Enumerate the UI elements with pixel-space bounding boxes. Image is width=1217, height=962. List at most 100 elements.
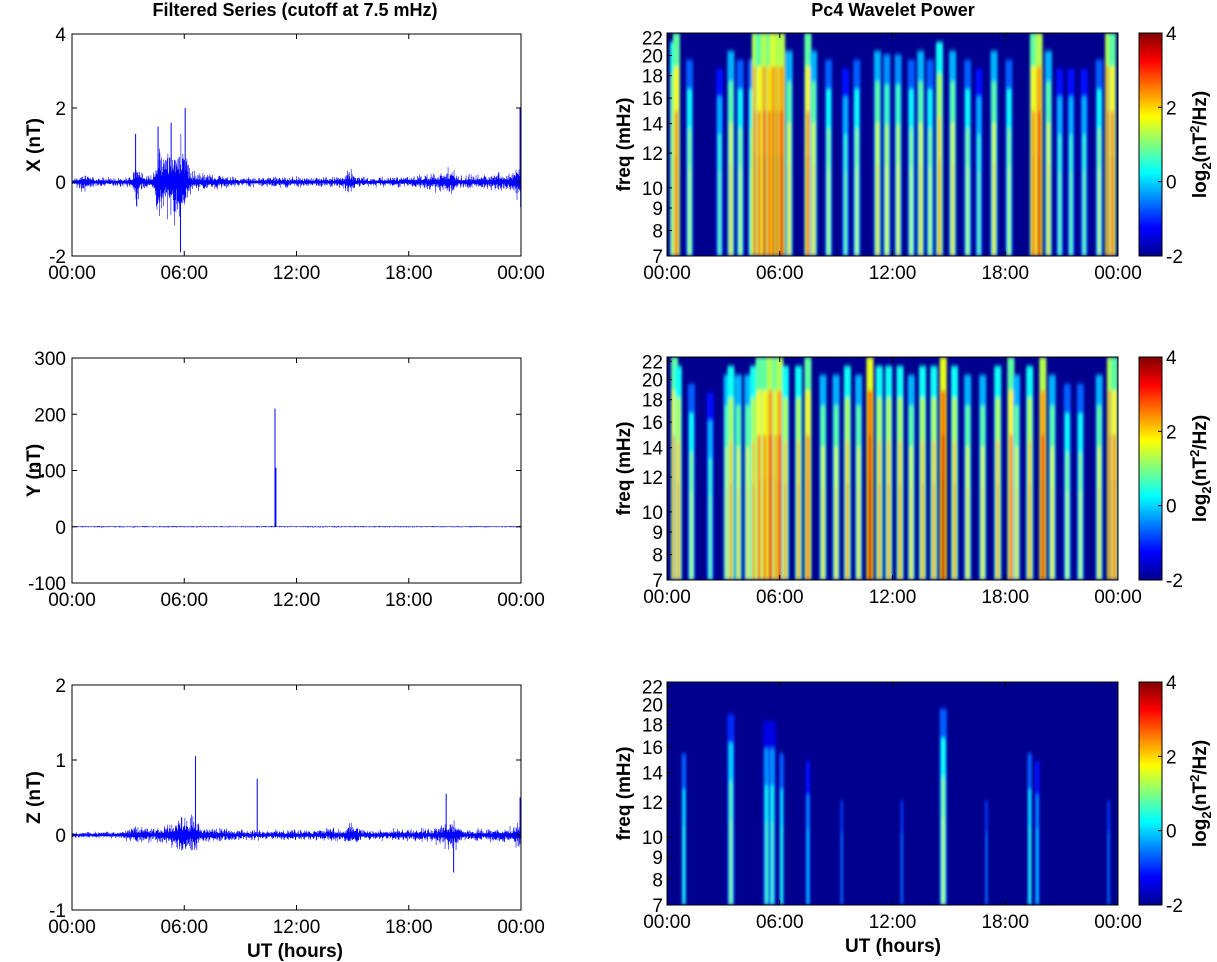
x-tick-label: 00:00 [1094, 587, 1142, 608]
y-tick-label: 22 [642, 677, 663, 698]
x-tick-label: 00:00 [48, 263, 96, 284]
x-tick-label: 00:00 [1094, 912, 1142, 933]
power-burst [841, 832, 843, 905]
power-burst [730, 483, 732, 580]
colorbar-label: log2(nT2/Hz) [1187, 740, 1214, 847]
y-tick-label: 100 [34, 462, 66, 483]
colorbar [1138, 681, 1163, 906]
heatmap-cells [671, 357, 1118, 580]
x-tick-label: 18:00 [981, 912, 1029, 933]
power-burst [1083, 171, 1085, 256]
power-burst [758, 155, 760, 256]
heatmap-cells [670, 33, 1116, 256]
power-burst [769, 479, 772, 580]
power-burst [997, 483, 999, 580]
power-burst [938, 159, 941, 256]
y-tick-label: 0 [55, 173, 66, 194]
y-tick-label: 7 [652, 247, 663, 268]
y-tick-label: 14 [642, 115, 664, 136]
y-axis-label: freq (mHz) [614, 422, 635, 516]
plot-background [72, 685, 521, 910]
power-burst [1098, 167, 1100, 256]
power-burst [827, 167, 830, 256]
x-tick-label: 00:00 [497, 590, 545, 611]
x-tick-label: 12:00 [273, 917, 321, 938]
x-tick-label: 18:00 [981, 587, 1029, 608]
power-burst [1010, 479, 1012, 580]
x-tick-label: 00:00 [497, 263, 545, 284]
power-burst [897, 165, 899, 256]
power-burst [1066, 491, 1068, 580]
x-tick-label: 00:00 [643, 912, 691, 933]
power-burst [953, 483, 956, 580]
y-axis-label: Z (nT) [24, 771, 45, 824]
power-burst [758, 479, 760, 580]
y-tick-label: 10 [642, 179, 663, 200]
y-axis-label: freq (mHz) [614, 98, 635, 192]
power-burst [878, 483, 881, 580]
x-axis-label-left: UT (hours) [247, 941, 343, 962]
power-burst [1070, 171, 1072, 256]
y-tick-label: 20 [642, 695, 663, 716]
power-burst [807, 828, 809, 905]
colorbar-tick-label: 2 [1166, 422, 1177, 443]
x-tick-label: 18:00 [385, 263, 433, 284]
x-tick-label: 06:00 [756, 263, 804, 284]
colorbar-tick-label: 0 [1166, 173, 1177, 194]
power-burst [886, 165, 888, 256]
x-component-plot: -2 0 2 4 00:00 06:00 12:00 18:00 00:00 X (nT) [24, 25, 545, 284]
power-burst [771, 822, 773, 905]
y-tick-label: -1 [49, 901, 66, 922]
power-burst [1059, 171, 1061, 256]
x-tick-label: 00:00 [1094, 263, 1142, 284]
power-burst [919, 163, 922, 256]
power-burst [764, 155, 766, 256]
y-tick-label: 16 [642, 738, 663, 759]
power-burst [752, 483, 755, 580]
power-burst [982, 487, 984, 580]
y-tick-label: 2 [55, 676, 66, 697]
x-tick-label: 18:00 [385, 917, 433, 938]
x-axis-label-right: UT (hours) [845, 936, 941, 957]
y-tick-label: 8 [652, 545, 663, 566]
power-burst [835, 487, 837, 580]
power-burst [675, 155, 678, 256]
power-burst [951, 163, 954, 256]
power-burst [688, 167, 691, 256]
y-tick-label: 10 [642, 828, 663, 849]
power-burst [899, 483, 901, 580]
power-burst [869, 479, 871, 580]
power-burst [773, 155, 775, 256]
power-burst [747, 487, 749, 580]
x-tick-label: 06:00 [160, 263, 208, 284]
x-tick-label: 00:00 [48, 590, 96, 611]
colorbar-tick-label: 0 [1166, 822, 1177, 843]
colorbar-tick-label: 0 [1166, 497, 1177, 518]
power-burst [777, 155, 779, 256]
colorbar-tick-label: -2 [1166, 571, 1183, 592]
left-column-title: Filtered Series (cutoff at 7.5 mHz) [152, 0, 437, 20]
y-tick-label: 0 [55, 826, 66, 847]
y-tick-label: 1 [55, 751, 66, 772]
y-tick-label: 22 [642, 352, 663, 373]
power-burst [737, 487, 740, 580]
x-tick-label: 00:00 [48, 917, 96, 938]
y-tick-label: 12 [642, 144, 663, 165]
power-burst [876, 163, 879, 256]
power-burst [780, 155, 783, 256]
power-burst [985, 832, 988, 905]
power-burst [683, 824, 685, 905]
y-tick-label: 18 [642, 391, 663, 412]
power-burst [822, 487, 824, 580]
power-burst [812, 163, 815, 256]
x-tick-label: 00:00 [643, 587, 691, 608]
y-tick-label: 2 [55, 99, 66, 120]
y-tick-label: 22 [642, 28, 663, 49]
x-tick-label: 06:00 [160, 590, 208, 611]
heatmap-background [667, 682, 1118, 905]
power-burst [754, 155, 757, 256]
y-tick-label: 300 [34, 349, 66, 370]
right-column-title: Pc4 Wavelet Power [811, 0, 974, 20]
